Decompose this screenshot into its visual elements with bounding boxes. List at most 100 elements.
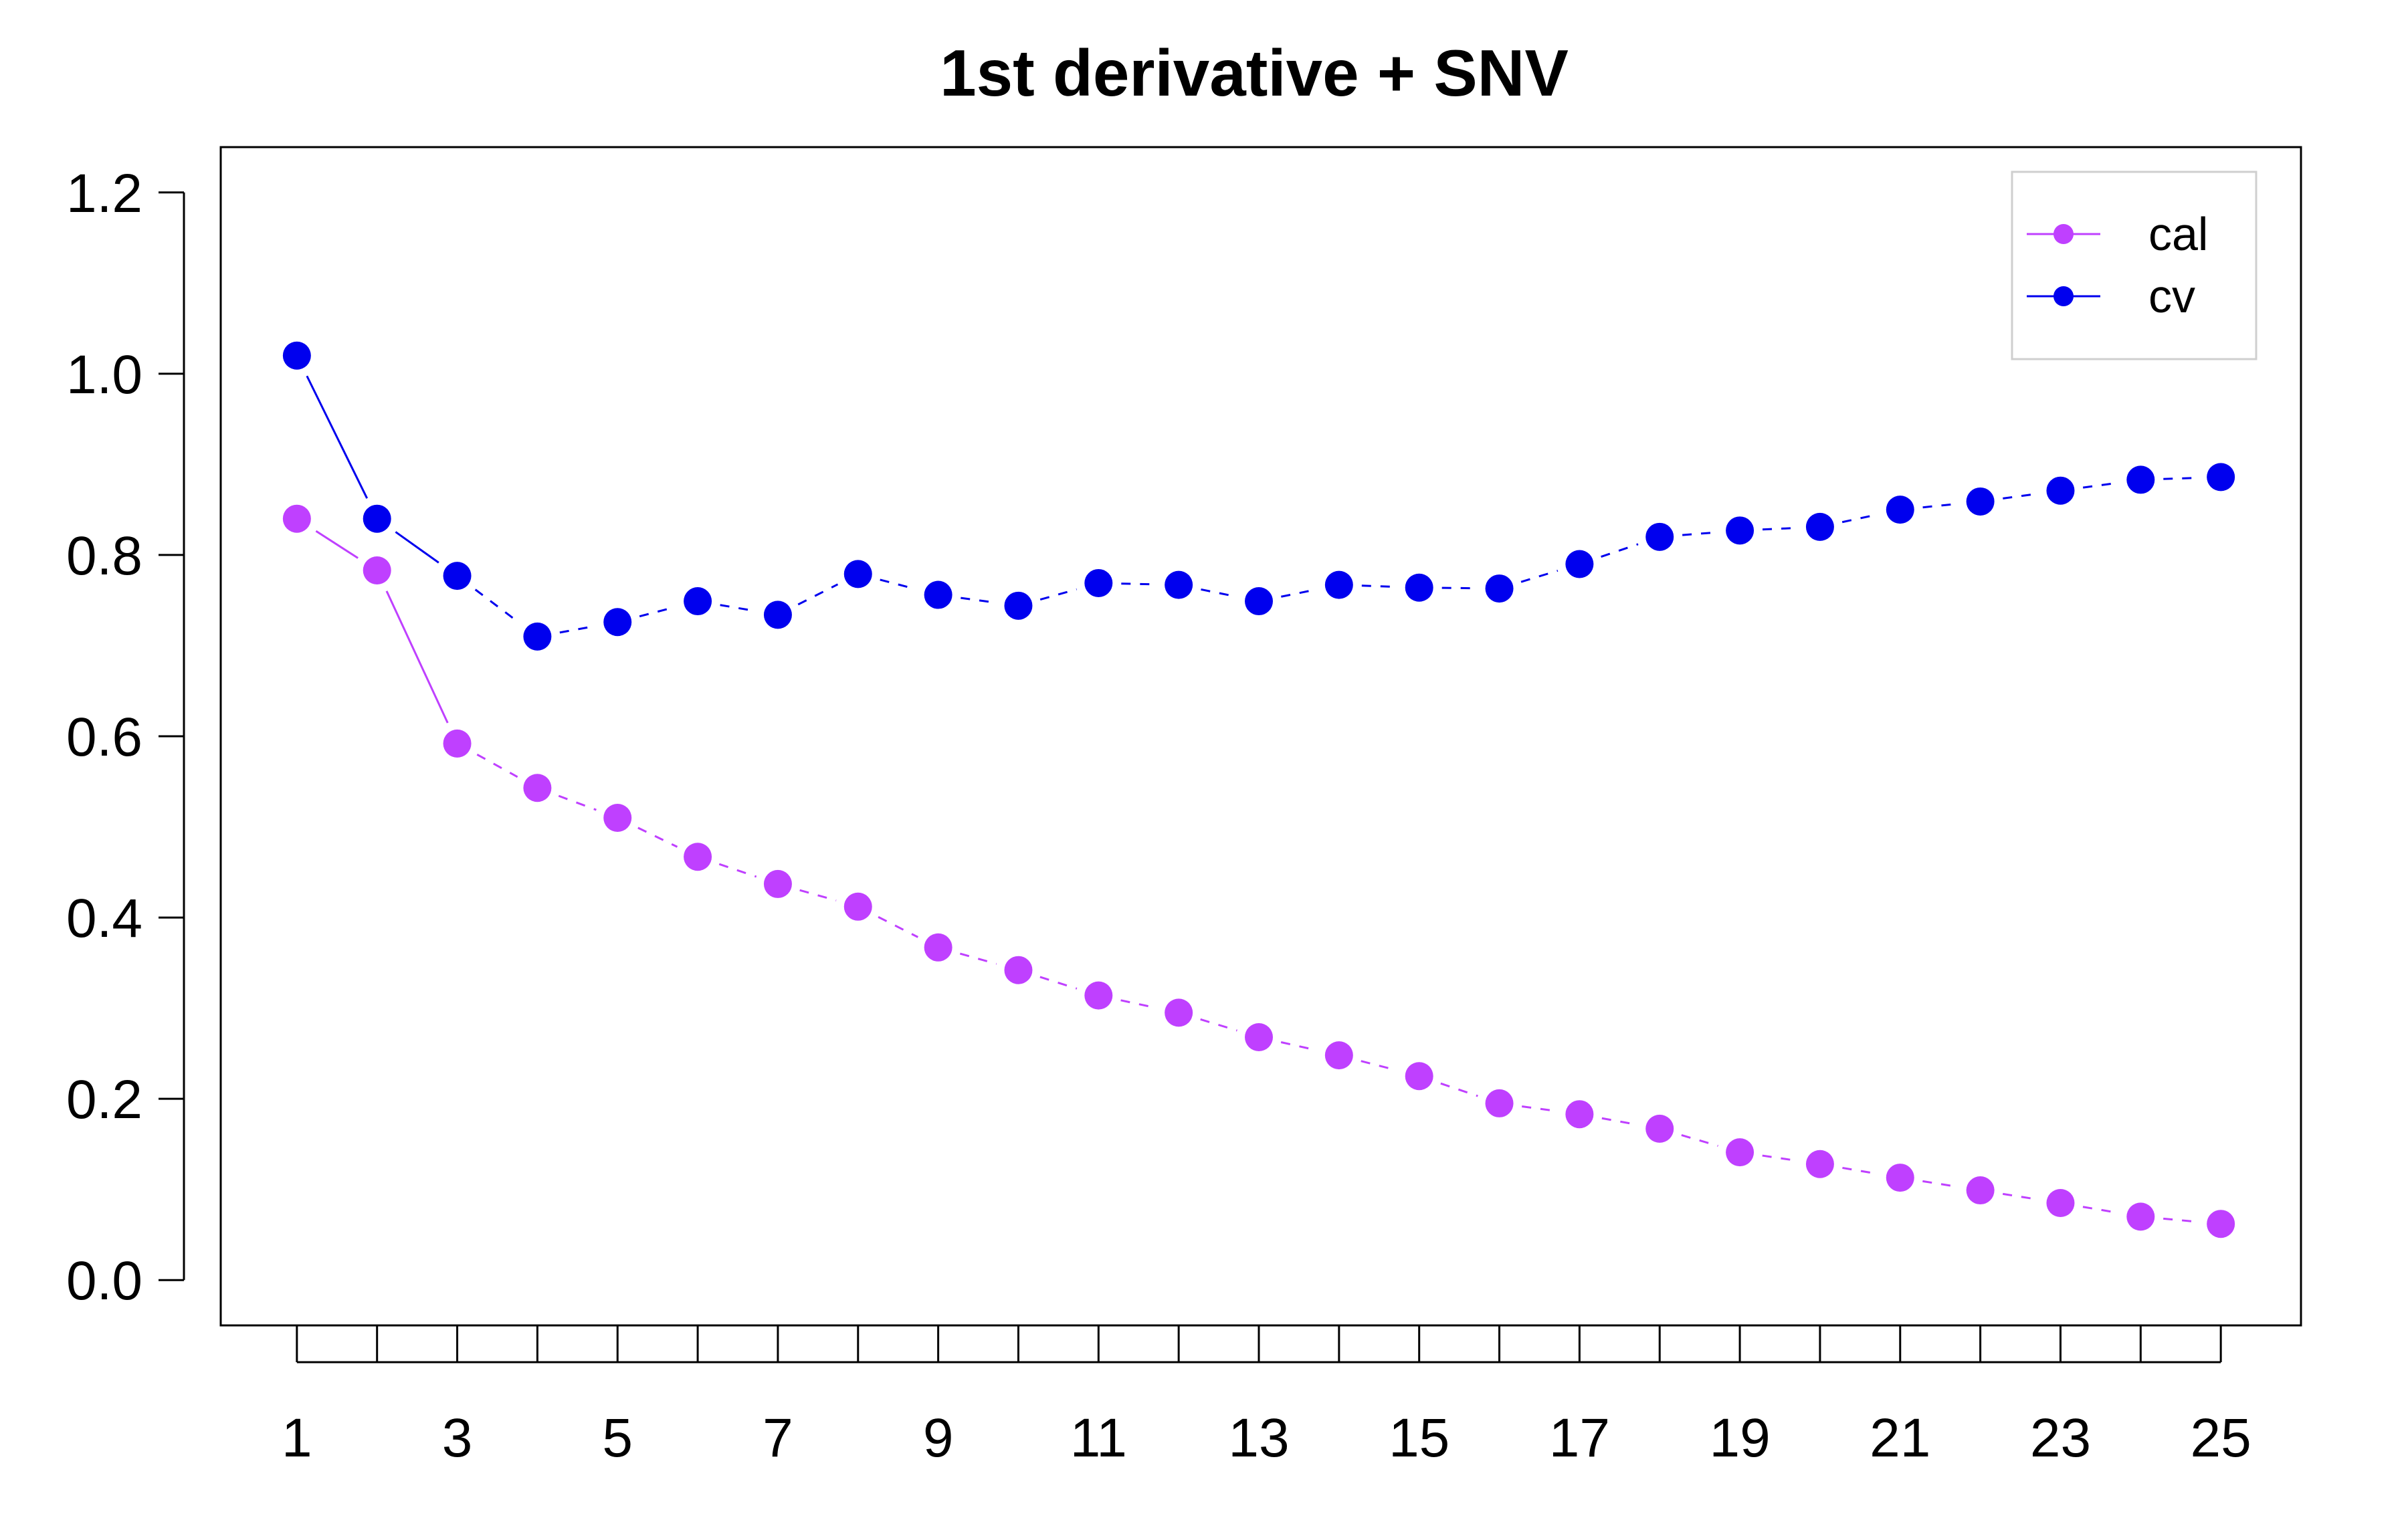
series-cv-point [763, 601, 792, 629]
y-axis: 0.0 0.2 0.4 0.6 0.8 1.0 1.2 [66, 163, 185, 1311]
series-cv-point [1485, 574, 1514, 603]
x-tick-label: 3 [442, 1408, 473, 1469]
y-tick-label: 0.6 [66, 707, 142, 768]
series-cal-segment [718, 863, 757, 878]
series-cv-point [2207, 463, 2235, 492]
series-cal-segment [1601, 1117, 1638, 1126]
series-cv-segment [720, 604, 756, 613]
series-cal-segment [959, 952, 997, 965]
series-cv-point [2126, 465, 2155, 494]
series-cv-segment [559, 625, 596, 634]
series-cv-segment [2163, 477, 2199, 480]
series-cal-point [2046, 1189, 2075, 1218]
series-cal-segment [799, 889, 837, 902]
x-tick-label: 7 [763, 1408, 793, 1469]
y-tick-label: 0.2 [66, 1069, 142, 1130]
series-cal-segment [558, 794, 597, 811]
series-cal-point [363, 556, 391, 584]
legend-entry-cv: cv [2027, 270, 2195, 322]
series-cal-point [2126, 1202, 2155, 1231]
series-cv-segment [395, 531, 439, 564]
series-cal-segment [637, 827, 678, 848]
series-cv-segment [1922, 502, 1958, 509]
series-cv-segment [1361, 584, 1397, 588]
series-cal-point [1084, 981, 1113, 1010]
series-cv-segment [1682, 531, 1718, 536]
series-cal-point [603, 803, 632, 832]
series-cv-point [1645, 522, 1674, 551]
series-cal-point [1324, 1041, 1353, 1070]
series-cal-point [1165, 998, 1193, 1027]
series-cal-point [282, 504, 311, 533]
x-tick-label: 5 [602, 1408, 633, 1469]
series-cv-point [1405, 573, 1433, 602]
series-cv-point [1324, 570, 1353, 599]
series-cal-segment [1681, 1134, 1718, 1147]
series-cv-point [523, 622, 552, 651]
series-cal-segment [385, 590, 449, 724]
legend-marker [2053, 286, 2074, 306]
legend-marker [2053, 224, 2074, 244]
series-cv-point [1966, 487, 1995, 516]
series-cv-segment [639, 606, 676, 618]
series-cv-point [924, 580, 952, 609]
series-cal-segment [1762, 1154, 1798, 1162]
series-cal-segment [1922, 1180, 1959, 1188]
series-cal-segment [1200, 1018, 1237, 1032]
legend-label: cal [2148, 208, 2208, 260]
series-cal-segment [2002, 1192, 2039, 1201]
series-cv-point [2046, 476, 2075, 505]
series-cal-point [1726, 1138, 1754, 1167]
series-cal-segment [1842, 1166, 1878, 1175]
x-tick-label: 25 [2191, 1408, 2251, 1469]
legend-label: cv [2148, 270, 2195, 322]
series-cal-point [1565, 1100, 1594, 1129]
series-cv-point [1805, 512, 1834, 541]
series-cv-point [843, 560, 872, 588]
series-layer [282, 341, 2235, 1238]
series-cal-point [1886, 1164, 1914, 1192]
series-cal-segment [2082, 1206, 2119, 1214]
y-tick-label: 1.0 [66, 344, 142, 405]
series-cal-segment [1522, 1105, 1557, 1113]
x-tick-label: 1 [282, 1408, 312, 1469]
series-cv-point [1886, 496, 1914, 524]
series-cal-point [1966, 1176, 1995, 1205]
x-tick-label: 13 [1228, 1408, 1289, 1469]
series-cv-segment [797, 583, 839, 606]
series-cv-segment [1841, 513, 1878, 524]
legend-entries: cal cv [2027, 208, 2208, 322]
series-cal [282, 504, 2235, 1238]
series-cv-segment [1762, 526, 1798, 531]
series-cv-segment [2082, 481, 2118, 489]
series-cv-segment [306, 375, 369, 499]
series-cal-point [1004, 956, 1033, 984]
series-cv-segment [1601, 543, 1639, 558]
series-cal-segment [1120, 999, 1157, 1009]
series-cv-segment [961, 596, 996, 604]
series-cv-segment [1039, 588, 1078, 601]
series-cv-point [1165, 570, 1193, 599]
legend: cal cv [2011, 171, 2258, 360]
series-cv-segment [880, 578, 917, 590]
series-cv-point [1726, 516, 1754, 545]
series-cv-segment [1201, 588, 1237, 598]
series-cal-segment [1361, 1060, 1398, 1072]
series-cal-point [1805, 1150, 1834, 1178]
series-cal-point [843, 892, 872, 921]
y-tick-label: 1.2 [66, 163, 142, 224]
x-tick-label: 23 [2030, 1408, 2091, 1469]
series-cal-segment [2163, 1217, 2199, 1223]
series-cal-point [523, 774, 552, 802]
series-cal-point [1405, 1062, 1433, 1091]
series-cv-point [603, 608, 632, 637]
series-cal-segment [315, 530, 359, 559]
series-cv-point [684, 587, 712, 616]
series-cal-segment [1280, 1041, 1318, 1052]
series-cv-point [1565, 550, 1594, 578]
series-cv-segment [2003, 492, 2038, 500]
series-cv-point [282, 341, 311, 370]
series-cal-point [1645, 1114, 1674, 1143]
x-tick-label: 17 [1549, 1408, 1610, 1469]
